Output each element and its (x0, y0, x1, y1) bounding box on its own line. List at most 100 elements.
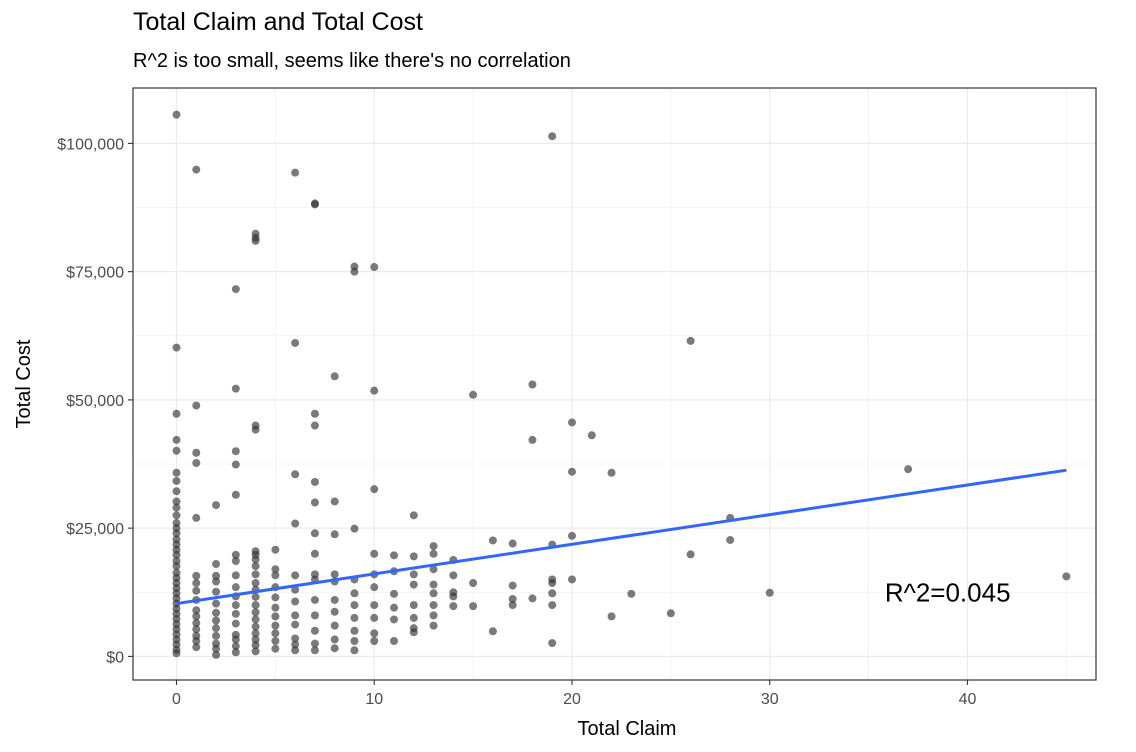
data-point (429, 549, 438, 558)
x-axis-title: Total Claim (578, 718, 677, 740)
data-point (429, 580, 438, 589)
data-point (271, 612, 280, 621)
data-point (212, 571, 221, 580)
data-point (567, 575, 576, 584)
data-point (251, 425, 260, 434)
data-point (291, 640, 300, 649)
data-point (310, 646, 319, 655)
data-point (172, 503, 181, 512)
data-point (409, 570, 418, 579)
data-point (212, 631, 221, 640)
data-point (350, 589, 359, 598)
data-point (251, 647, 260, 656)
data-point (409, 601, 418, 610)
data-point (528, 435, 537, 444)
data-point (231, 635, 240, 644)
data-point (409, 580, 418, 589)
data-point (172, 529, 181, 538)
data-point (390, 589, 399, 598)
data-point (291, 585, 300, 594)
r-squared-annotation: R^2=0.045 (885, 577, 1011, 607)
data-point (291, 620, 300, 629)
data-point (291, 571, 300, 580)
data-point (370, 637, 379, 646)
data-point (607, 468, 616, 477)
data-point (271, 644, 280, 653)
data-point (370, 583, 379, 592)
data-point (330, 644, 339, 653)
data-point (192, 586, 201, 595)
data-point (567, 467, 576, 476)
y-axis-title: Total Cost (13, 339, 35, 428)
data-point (469, 602, 478, 611)
data-point (508, 581, 517, 590)
data-point (330, 635, 339, 644)
data-point (409, 628, 418, 637)
data-point (291, 338, 300, 347)
data-point (192, 606, 201, 615)
data-point (172, 487, 181, 496)
data-point (291, 470, 300, 479)
data-point (330, 607, 339, 616)
data-point (231, 285, 240, 294)
data-point (330, 372, 339, 381)
data-point (192, 625, 201, 634)
data-point (271, 621, 280, 630)
data-point (350, 637, 359, 646)
data-point (429, 621, 438, 630)
data-point (330, 621, 339, 630)
data-point (370, 485, 379, 494)
data-point (172, 468, 181, 477)
data-point (212, 501, 221, 510)
x-tick-label: 20 (563, 691, 581, 708)
data-point (350, 613, 359, 622)
data-point (251, 622, 260, 631)
data-point (271, 637, 280, 646)
data-point (172, 110, 181, 119)
data-point (192, 448, 201, 457)
data-point (192, 571, 201, 580)
data-point (390, 615, 399, 624)
data-point (271, 593, 280, 602)
data-point (370, 263, 379, 272)
data-point (192, 619, 201, 628)
data-point (330, 570, 339, 579)
data-point (251, 608, 260, 617)
data-point (429, 601, 438, 610)
data-point (291, 611, 300, 620)
data-point (251, 615, 260, 624)
data-point (172, 649, 181, 658)
data-point (231, 609, 240, 618)
data-point (726, 535, 735, 544)
data-point (330, 497, 339, 506)
data-point (231, 583, 240, 592)
x-tick-label: 0 (172, 691, 181, 708)
data-point (409, 511, 418, 520)
data-point (172, 409, 181, 418)
data-point (212, 577, 221, 586)
data-point (271, 565, 280, 574)
data-point (231, 490, 240, 499)
data-point (765, 588, 774, 597)
data-point (469, 390, 478, 399)
data-point (251, 555, 260, 564)
data-point (271, 571, 280, 580)
data-point (251, 635, 260, 644)
data-point (251, 570, 260, 579)
data-point (291, 634, 300, 643)
data-point (370, 613, 379, 622)
data-point (310, 529, 319, 538)
data-point (469, 579, 478, 588)
data-point (449, 592, 458, 601)
data-point (251, 579, 260, 588)
data-point (251, 236, 260, 245)
data-point (192, 612, 201, 621)
data-point (192, 165, 201, 174)
data-point (370, 386, 379, 395)
data-point (291, 168, 300, 177)
chart-title: Total Claim and Total Cost (133, 8, 423, 36)
data-point (350, 601, 359, 610)
data-point (212, 650, 221, 659)
data-point (231, 642, 240, 651)
